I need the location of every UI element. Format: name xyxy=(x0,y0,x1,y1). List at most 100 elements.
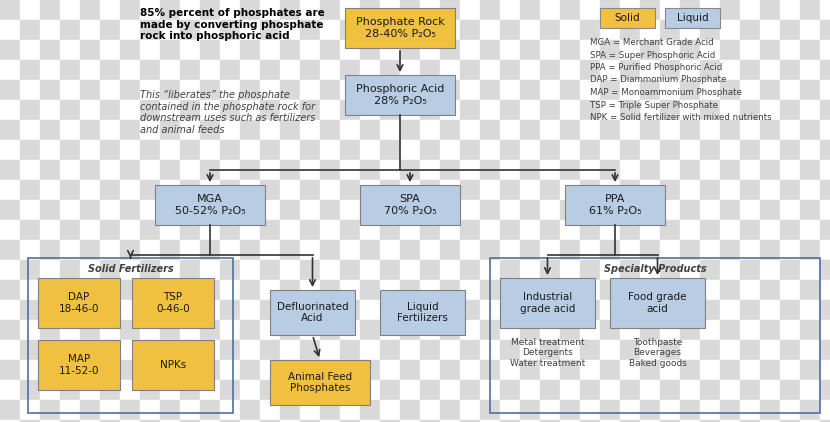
Bar xyxy=(140,420,160,422)
Bar xyxy=(0,120,20,140)
Bar xyxy=(100,320,120,340)
Text: Toothpaste
Beverages
Baked goods: Toothpaste Beverages Baked goods xyxy=(628,338,686,368)
Bar xyxy=(100,100,120,120)
Bar xyxy=(80,260,100,280)
Bar xyxy=(780,380,800,400)
Bar xyxy=(820,340,830,360)
Bar xyxy=(20,380,40,400)
Bar xyxy=(240,320,260,340)
Bar xyxy=(360,140,380,160)
Bar xyxy=(60,300,80,320)
Bar xyxy=(780,340,800,360)
Bar xyxy=(820,360,830,380)
Bar xyxy=(340,420,360,422)
Bar xyxy=(620,80,640,100)
Bar xyxy=(680,420,700,422)
FancyBboxPatch shape xyxy=(155,185,265,225)
Bar xyxy=(720,340,740,360)
Bar xyxy=(240,140,260,160)
Bar xyxy=(540,120,560,140)
Bar xyxy=(580,160,600,180)
Bar xyxy=(380,20,400,40)
Bar xyxy=(660,300,680,320)
Bar xyxy=(700,40,720,60)
Bar xyxy=(760,60,780,80)
Bar xyxy=(420,320,440,340)
Bar xyxy=(560,20,580,40)
Bar xyxy=(520,260,540,280)
Bar xyxy=(800,0,820,20)
Bar xyxy=(800,80,820,100)
Bar xyxy=(200,80,220,100)
Bar xyxy=(0,60,20,80)
Bar xyxy=(180,380,200,400)
Bar xyxy=(340,240,360,260)
Bar xyxy=(140,220,160,240)
Bar xyxy=(140,60,160,80)
Bar xyxy=(700,120,720,140)
Bar xyxy=(480,60,500,80)
Bar xyxy=(780,320,800,340)
Bar xyxy=(240,100,260,120)
Bar xyxy=(640,60,660,80)
Bar xyxy=(320,120,340,140)
Bar xyxy=(480,0,500,20)
Bar xyxy=(340,140,360,160)
Bar xyxy=(180,320,200,340)
Bar xyxy=(700,220,720,240)
Bar xyxy=(180,0,200,20)
Bar xyxy=(280,360,300,380)
Bar xyxy=(300,240,320,260)
Bar xyxy=(260,120,280,140)
Bar xyxy=(600,340,620,360)
Bar xyxy=(0,400,20,420)
Bar xyxy=(480,20,500,40)
Bar xyxy=(580,280,600,300)
Bar xyxy=(420,180,440,200)
Bar xyxy=(280,400,300,420)
Bar xyxy=(800,340,820,360)
Bar xyxy=(440,80,460,100)
Bar xyxy=(180,140,200,160)
Bar xyxy=(180,20,200,40)
Bar xyxy=(520,20,540,40)
Bar xyxy=(460,0,480,20)
Bar xyxy=(40,360,60,380)
Bar xyxy=(480,280,500,300)
Bar xyxy=(700,360,720,380)
Bar xyxy=(320,320,340,340)
Bar xyxy=(560,300,580,320)
FancyBboxPatch shape xyxy=(345,75,455,115)
Bar xyxy=(180,300,200,320)
Bar xyxy=(180,80,200,100)
Bar xyxy=(760,300,780,320)
Bar xyxy=(360,200,380,220)
Bar xyxy=(180,200,200,220)
Bar xyxy=(500,380,520,400)
Bar xyxy=(560,360,580,380)
Bar xyxy=(120,180,140,200)
Bar xyxy=(740,40,760,60)
Bar xyxy=(360,300,380,320)
Bar xyxy=(380,340,400,360)
Bar xyxy=(700,340,720,360)
Bar xyxy=(340,220,360,240)
Bar xyxy=(380,360,400,380)
Bar xyxy=(760,400,780,420)
Bar xyxy=(760,40,780,60)
Bar xyxy=(40,0,60,20)
Bar xyxy=(640,120,660,140)
Bar xyxy=(440,340,460,360)
Bar xyxy=(460,240,480,260)
Bar xyxy=(200,180,220,200)
Bar xyxy=(260,320,280,340)
Bar xyxy=(200,20,220,40)
Bar xyxy=(100,80,120,100)
Bar xyxy=(20,400,40,420)
Bar xyxy=(380,420,400,422)
Bar xyxy=(460,360,480,380)
Bar xyxy=(620,160,640,180)
Bar xyxy=(520,380,540,400)
Bar xyxy=(280,140,300,160)
Bar xyxy=(100,40,120,60)
